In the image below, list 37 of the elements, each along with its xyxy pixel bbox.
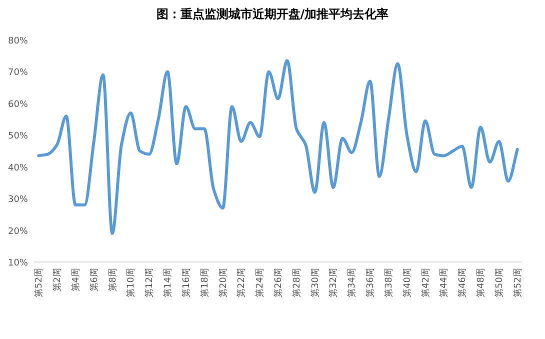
x-tick-label: 第44周 [438, 268, 450, 298]
x-tick-label: 第26周 [273, 268, 284, 298]
x-tick-label: 第38周 [383, 268, 394, 298]
y-tick-label: 40% [8, 163, 28, 174]
y-tick-label: 30% [8, 195, 28, 206]
x-tick-label: 第12周 [144, 268, 156, 298]
x-tick-label: 第40周 [402, 268, 413, 298]
y-tick-label: 10% [8, 258, 28, 268]
x-tick-label: 第20周 [218, 268, 229, 298]
y-tick-label: 80% [8, 36, 28, 46]
x-tick-label: 第6周 [88, 268, 100, 292]
x-tick-label: 第52周 [34, 268, 45, 298]
x-tick-label: 第32周 [328, 268, 340, 298]
x-tick-label: 第30周 [310, 268, 321, 298]
x-tick-label: 第10周 [126, 268, 137, 298]
x-tick-label: 第8周 [107, 268, 118, 292]
y-tick-label: 20% [8, 226, 28, 237]
x-tick-label: 第34周 [346, 268, 358, 298]
x-tick-label: 第22周 [236, 268, 248, 298]
x-tick-label: 第2周 [52, 268, 64, 292]
x-tick-label: 第36周 [365, 268, 376, 298]
x-tick-label: 第28周 [291, 268, 302, 298]
x-tick-label: 第50周 [494, 268, 505, 298]
y-tick-label: 50% [8, 132, 28, 142]
x-tick-label: 第16周 [180, 268, 192, 298]
x-tick-label: 第48周 [476, 268, 487, 298]
x-tick-label: 第14周 [162, 268, 174, 298]
y-tick-label: 60% [8, 100, 28, 110]
line-series [37, 59, 519, 235]
chart-title: 图：重点监测城市近期开盘/加推平均去化率 [156, 7, 389, 21]
x-tick-label: 第46周 [457, 268, 468, 298]
x-tick-label: 第18周 [199, 268, 210, 298]
x-tick-label: 第24周 [254, 268, 266, 298]
x-tick-label: 第4周 [70, 268, 82, 292]
x-tick-label: 第42周 [420, 268, 432, 298]
x-tick-label: 第52周 [512, 268, 524, 298]
y-tick-label: 70% [8, 68, 28, 78]
